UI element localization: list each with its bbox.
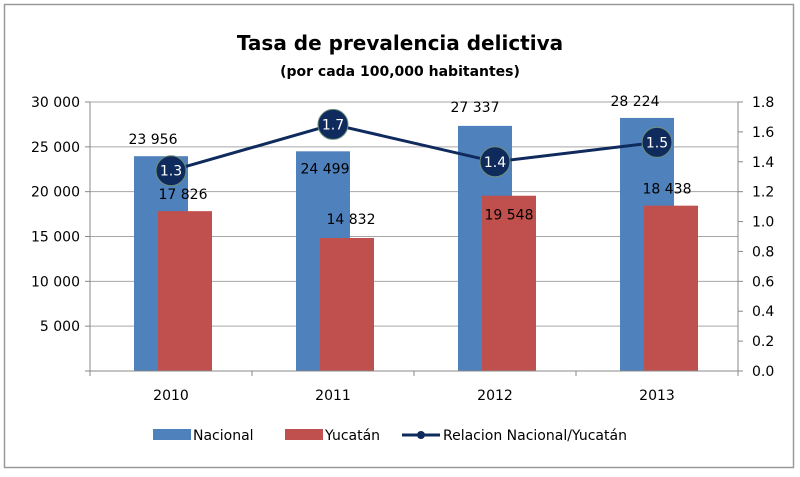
line-relacion <box>170 122 658 173</box>
data-label-nacional: 28 224 <box>611 94 660 110</box>
legend-label-nacional: Nacional <box>193 428 254 444</box>
right-tick-label: 1.8 <box>752 95 774 111</box>
left-tick-label: 5 000 <box>40 319 80 335</box>
data-label-yucatan: 17 826 <box>159 187 208 203</box>
data-label-yucatan: 19 548 <box>485 208 534 224</box>
data-label-nacional: 27 337 <box>451 100 500 116</box>
right-tick-label: 1.6 <box>752 125 774 141</box>
chart-subtitle: (por cada 100,000 habitantes) <box>280 64 520 80</box>
line-marker <box>641 126 673 158</box>
right-tick-label: 1.0 <box>752 215 774 231</box>
right-tick-label: 0.6 <box>752 274 774 290</box>
x-tick-label: 2010 <box>153 388 189 404</box>
data-label-nacional: 24 499 <box>301 161 350 177</box>
left-tick-label: 20 000 <box>31 185 80 201</box>
right-tick-label: 0.8 <box>752 244 774 260</box>
chart-title: Tasa de prevalencia delictiva <box>237 31 563 55</box>
right-tick-label: 0.0 <box>752 364 774 380</box>
data-label-relacion: 1.7 <box>322 117 344 133</box>
left-tick-label: 10 000 <box>31 274 80 290</box>
legend-swatch-nacional <box>153 429 191 440</box>
right-tick-label: 1.4 <box>752 155 774 171</box>
bar-yucatan <box>482 195 536 371</box>
bar-yucatan <box>320 238 374 371</box>
legend-label-yucatan: Yucatán <box>324 428 380 444</box>
bar-yucatan <box>158 211 212 371</box>
x-tick-label: 2012 <box>477 388 513 404</box>
bar-yucatan <box>644 205 698 371</box>
data-label-nacional: 23 956 <box>129 132 178 148</box>
data-label-relacion: 1.3 <box>160 164 182 180</box>
data-label-relacion: 1.5 <box>646 135 668 151</box>
data-label-yucatan: 14 832 <box>327 212 376 228</box>
x-tick-label: 2013 <box>639 388 675 404</box>
right-tick-label: 1.2 <box>752 185 774 201</box>
line-marker <box>317 108 349 140</box>
data-label-relacion: 1.4 <box>484 155 506 171</box>
legend-swatch-yucatan <box>285 429 323 440</box>
line-marker <box>479 146 511 178</box>
left-tick-label: 15 000 <box>31 230 80 246</box>
left-tick-label: 30 000 <box>31 95 80 111</box>
data-label-yucatan: 18 438 <box>643 182 692 198</box>
legend-label-relacion: Relacion Nacional/Yucatán <box>443 428 627 444</box>
x-tick-label: 2011 <box>315 388 351 404</box>
right-tick-label: 0.4 <box>752 304 774 320</box>
left-tick-label: 25 000 <box>31 140 80 156</box>
right-tick-label: 0.2 <box>752 334 774 350</box>
line-marker <box>155 155 187 187</box>
legend-marker-relacion <box>417 431 425 439</box>
